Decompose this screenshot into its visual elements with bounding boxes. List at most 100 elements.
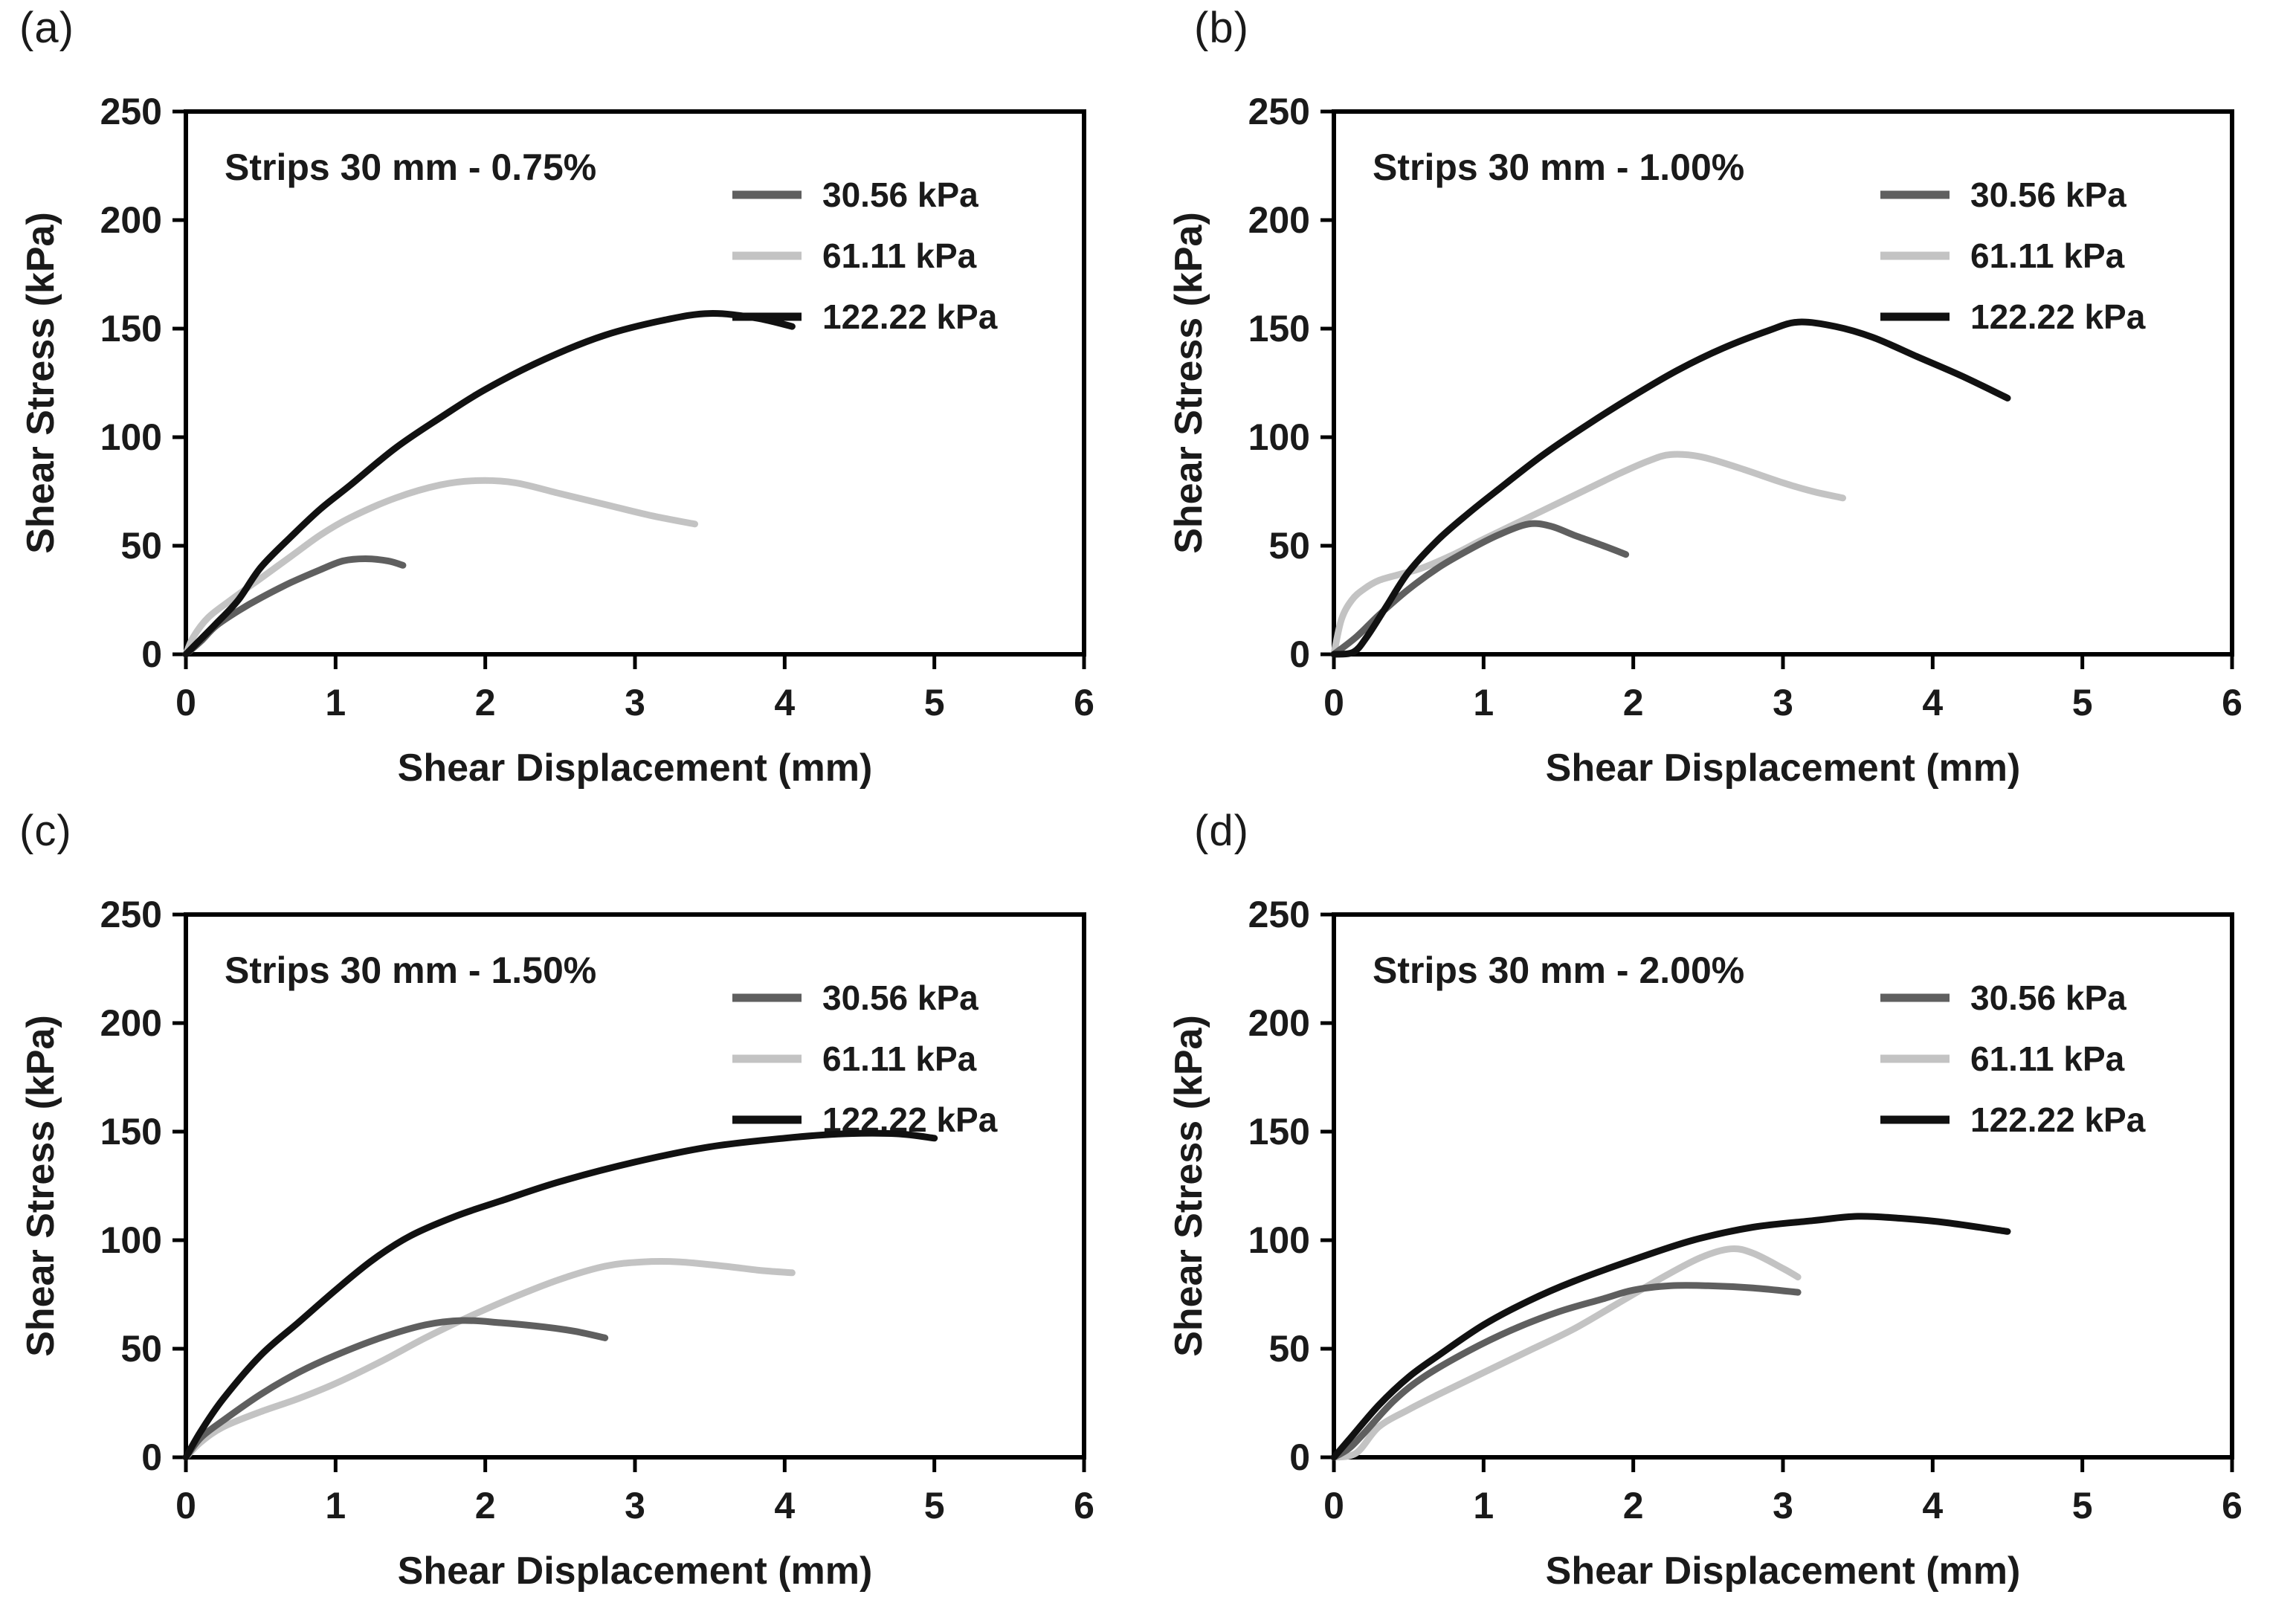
chart-title: Strips 30 mm - 1.50%	[225, 949, 596, 991]
y-tick-label: 200	[100, 1002, 162, 1044]
y-tick-label: 50	[120, 525, 162, 567]
x-axis-title: Shear Displacement (mm)	[1546, 1549, 2021, 1593]
x-tick-label: 2	[1623, 1485, 1644, 1526]
series-curve	[1330, 520, 1630, 658]
x-tick-label: 2	[1623, 682, 1644, 723]
y-tick-label: 150	[1248, 1111, 1310, 1152]
x-tick-label: 5	[2072, 1485, 2093, 1526]
legend-label: 61.11 kPa	[822, 236, 977, 275]
x-axis-title: Shear Displacement (mm)	[1546, 746, 2021, 790]
y-tick-label: 250	[100, 894, 162, 935]
series-curve	[182, 1129, 938, 1461]
panel-d: (d) 0 50 100 150 200 250 0 1 2 3 4 5 6 Shear Displace…	[1148, 803, 2296, 1606]
y-tick-label: 50	[1268, 1328, 1310, 1370]
series-curve	[1330, 1213, 2011, 1461]
legend-label: 30.56 kPa	[1970, 175, 2126, 214]
y-tick-label: 100	[1248, 1219, 1310, 1261]
series-curve	[1330, 1282, 1802, 1461]
panel-c: (c) 0 50 100 150 200 250 0 1 2 3 4 5 6 Shear Displace…	[0, 803, 1148, 1606]
x-tick-label: 0	[175, 682, 196, 723]
x-tick-label: 3	[625, 682, 645, 723]
y-tick-label: 250	[100, 91, 162, 132]
series-curve	[1330, 318, 2011, 658]
legend-label: 61.11 kPa	[1970, 236, 2125, 275]
y-tick-label: 100	[100, 416, 162, 458]
x-tick-label: 2	[475, 682, 496, 723]
x-tick-label: 0	[1323, 1485, 1344, 1526]
y-axis-title: Shear Stress (kPa)	[1167, 212, 1210, 554]
x-tick-label: 6	[2222, 1485, 2242, 1526]
x-tick-label: 4	[1922, 682, 1943, 723]
legend: 30.56 kPa 61.11 kPa 122.22 kPa	[1880, 175, 2146, 336]
x-tick-label: 1	[1473, 1485, 1494, 1526]
x-tick-label: 1	[1473, 682, 1494, 723]
x-tick-label: 0	[1323, 682, 1344, 723]
panel-letter-b: (b)	[1194, 4, 1249, 52]
x-tick-label: 3	[1773, 682, 1793, 723]
y-tick-label: 100	[1248, 416, 1310, 458]
series-curve	[1330, 451, 1846, 658]
shear-chart-d: 0 50 100 150 200 250 0 1 2 3 4 5 6 Shear Displacement…	[1167, 894, 2242, 1593]
y-tick-label: 200	[1248, 1002, 1310, 1044]
panel-letter-d: (d)	[1194, 807, 1249, 855]
y-tick-label: 200	[100, 199, 162, 241]
legend-label: 61.11 kPa	[822, 1039, 977, 1078]
x-tick-label: 6	[1074, 682, 1094, 723]
x-axis-title: Shear Displacement (mm)	[398, 1549, 873, 1593]
panel-a: (a) 0 50 100 150 200 250 0 1 2 3 4 5 6 Shear Displace…	[0, 0, 1148, 803]
shear-chart-c: 0 50 100 150 200 250 0 1 2 3 4 5 6 Shear Displacement…	[19, 894, 1094, 1593]
x-tick-label: 1	[325, 682, 346, 723]
y-tick-label: 150	[1248, 308, 1310, 349]
y-tick-label: 0	[141, 633, 162, 675]
y-tick-label: 100	[100, 1219, 162, 1261]
x-tick-label: 2	[475, 1485, 496, 1526]
x-tick-label: 3	[1773, 1485, 1793, 1526]
chart-title: Strips 30 mm - 0.75%	[225, 146, 596, 188]
series-curve	[182, 310, 796, 658]
x-tick-label: 4	[774, 682, 795, 723]
panel-b: (b) 0 50 100 150 200 250 0 1 2 3 4 5 6 Shear Displace…	[1148, 0, 2296, 803]
legend-label: 61.11 kPa	[1970, 1039, 2125, 1078]
x-tick-label: 5	[924, 682, 945, 723]
legend-label: 30.56 kPa	[822, 978, 978, 1017]
legend-label: 122.22 kPa	[1970, 1100, 2146, 1139]
x-tick-label: 5	[924, 1485, 945, 1526]
chart-title: Strips 30 mm - 2.00%	[1373, 949, 1744, 991]
chart-title: Strips 30 mm - 1.00%	[1373, 146, 1744, 188]
series-curve	[182, 1317, 609, 1461]
y-tick-label: 250	[1248, 894, 1310, 935]
y-axis-title: Shear Stress (kPa)	[19, 1015, 62, 1357]
x-tick-label: 6	[2222, 682, 2242, 723]
y-tick-label: 0	[141, 1436, 162, 1478]
legend: 30.56 kPa 61.11 kPa 122.22 kPa	[1880, 978, 2146, 1139]
legend: 30.56 kPa 61.11 kPa 122.22 kPa	[732, 175, 998, 336]
panel-letter-a: (a)	[19, 4, 74, 52]
panel-letter-c: (c)	[19, 807, 72, 855]
series-curve	[1330, 1245, 1802, 1461]
legend-label: 122.22 kPa	[822, 297, 998, 336]
y-axis-title: Shear Stress (kPa)	[1167, 1015, 1210, 1357]
y-tick-label: 0	[1289, 1436, 1310, 1478]
series-curve	[182, 1257, 796, 1461]
x-tick-label: 5	[2072, 682, 2093, 723]
y-tick-label: 200	[1248, 199, 1310, 241]
series-curve	[182, 477, 698, 658]
y-tick-label: 50	[1268, 525, 1310, 567]
legend-label: 122.22 kPa	[1970, 297, 2146, 336]
x-tick-label: 6	[1074, 1485, 1094, 1526]
shear-chart-b: 0 50 100 150 200 250 0 1 2 3 4 5 6 Shear Displacement…	[1167, 91, 2242, 790]
legend-label: 30.56 kPa	[1970, 978, 2126, 1017]
x-tick-label: 0	[175, 1485, 196, 1526]
y-tick-label: 150	[100, 308, 162, 349]
legend-label: 30.56 kPa	[822, 175, 978, 214]
x-axis-title: Shear Displacement (mm)	[398, 746, 873, 790]
y-tick-label: 250	[1248, 91, 1310, 132]
y-tick-label: 50	[120, 1328, 162, 1370]
y-axis-title: Shear Stress (kPa)	[19, 212, 62, 554]
x-tick-label: 3	[625, 1485, 645, 1526]
y-tick-label: 150	[100, 1111, 162, 1152]
x-tick-label: 4	[774, 1485, 795, 1526]
x-tick-label: 4	[1922, 1485, 1943, 1526]
